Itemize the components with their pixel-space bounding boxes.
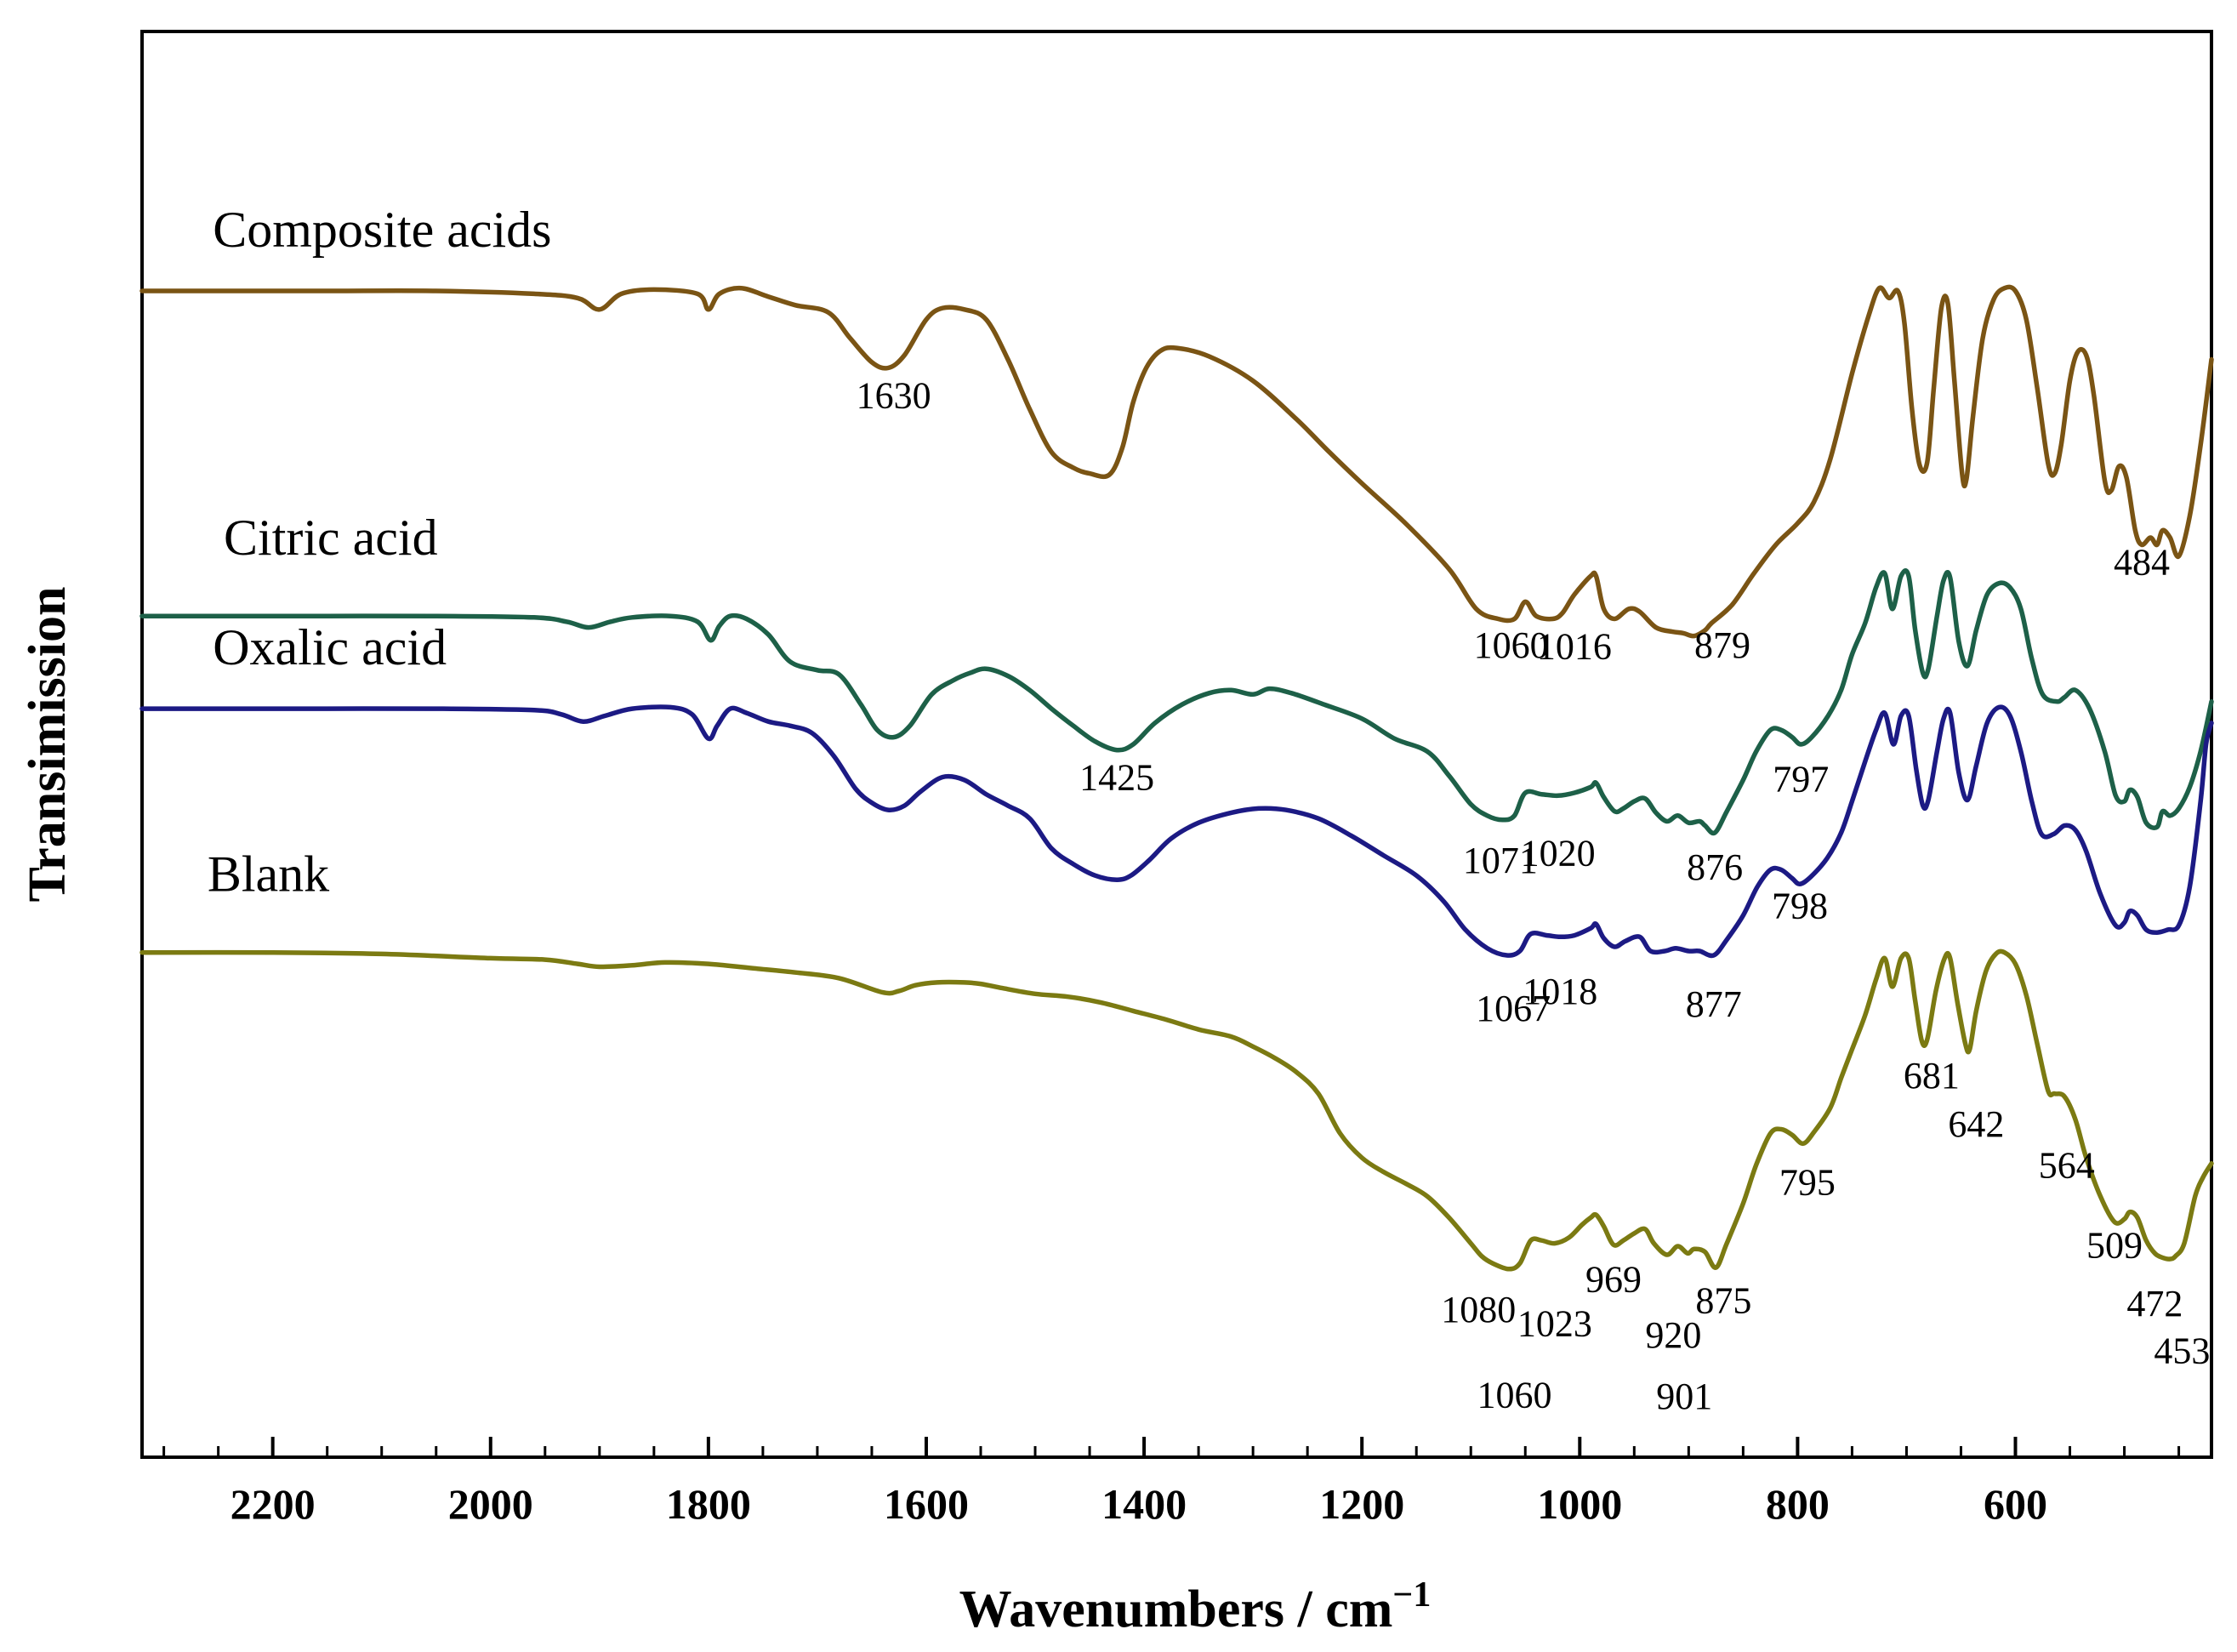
peak-label-798: 798 (1772, 885, 1828, 926)
series-line-composite-acids (139, 284, 2214, 639)
peak-label-453: 453 (2154, 1330, 2210, 1371)
series-line-blank (139, 948, 2214, 1272)
peak-label-920: 920 (1645, 1314, 1701, 1356)
peak-label-1018: 1018 (1523, 971, 1597, 1012)
x-axis-ticks: 2200 2000 1800 1600 1400 1200 1000 800 600 (162, 1437, 2181, 1528)
y-axis-title: Transimission (19, 587, 77, 903)
series-line-oxalic-acid (139, 704, 2214, 959)
peak-label-875: 875 (1695, 1280, 1751, 1322)
peak-label-877: 877 (1686, 983, 1742, 1025)
x-tick-label-1800: 1800 (666, 1480, 751, 1528)
x-axis-title-text: Wavenumbers / cm (959, 1581, 1393, 1638)
peak-label-1060: 1060 (1477, 1374, 1551, 1416)
series-label-blank: Blank (208, 846, 329, 903)
peak-label-472: 472 (2126, 1283, 2183, 1324)
peak-label-901: 901 (1656, 1376, 1712, 1417)
peak-label-1060: 1060 (1474, 624, 1549, 666)
peak-label-969: 969 (1585, 1259, 1642, 1301)
peak-label-879: 879 (1694, 624, 1750, 666)
peak-label-564: 564 (2039, 1145, 2095, 1187)
peak-label-1080: 1080 (1441, 1289, 1516, 1330)
x-tick-label-1000: 1000 (1537, 1480, 1622, 1528)
peak-label-509: 509 (2086, 1224, 2143, 1266)
peak-label-1425: 1425 (1079, 757, 1154, 799)
peak-label-876: 876 (1687, 846, 1743, 888)
peak-label-797: 797 (1773, 758, 1829, 800)
peak-label-1071: 1071 (1463, 840, 1538, 881)
x-tick-label-1600: 1600 (884, 1480, 969, 1528)
plot-frame (140, 30, 2213, 1459)
peak-label-1016: 1016 (1537, 625, 1612, 667)
series-label-composite-acids: Composite acids (213, 202, 551, 258)
peak-label-1020: 1020 (1521, 832, 1596, 874)
x-tick-label-600: 600 (1984, 1480, 2047, 1528)
x-tick-label-2200: 2200 (231, 1480, 316, 1528)
peak-label-1630: 1630 (857, 374, 931, 416)
x-tick-label-1400: 1400 (1101, 1480, 1187, 1528)
series-label-oxalic-acid: Oxalic acid (213, 619, 447, 675)
series-labels: Composite acids Citric acid Oxalic acid Bla… (208, 202, 552, 903)
x-axis-title: Wavenumbers / cm−1 (959, 1575, 1432, 1638)
peak-label-681: 681 (1904, 1055, 1960, 1097)
peak-label-1067: 1067 (1476, 988, 1551, 1029)
peak-label-642: 642 (1948, 1103, 2004, 1145)
peak-label-1023: 1023 (1517, 1303, 1592, 1345)
x-axis-title-superscript: −1 (1392, 1575, 1431, 1615)
series-layer (139, 284, 2214, 1272)
x-tick-label-800: 800 (1766, 1480, 1830, 1528)
series-label-citric-acid: Citric acid (224, 510, 438, 566)
x-tick-label-2000: 2000 (448, 1480, 533, 1528)
x-tick-label-1200: 1200 (1319, 1480, 1404, 1528)
peak-label-484: 484 (2114, 542, 2170, 584)
peak-label-795: 795 (1779, 1162, 1836, 1204)
series-line-citric-acid (139, 568, 2214, 836)
